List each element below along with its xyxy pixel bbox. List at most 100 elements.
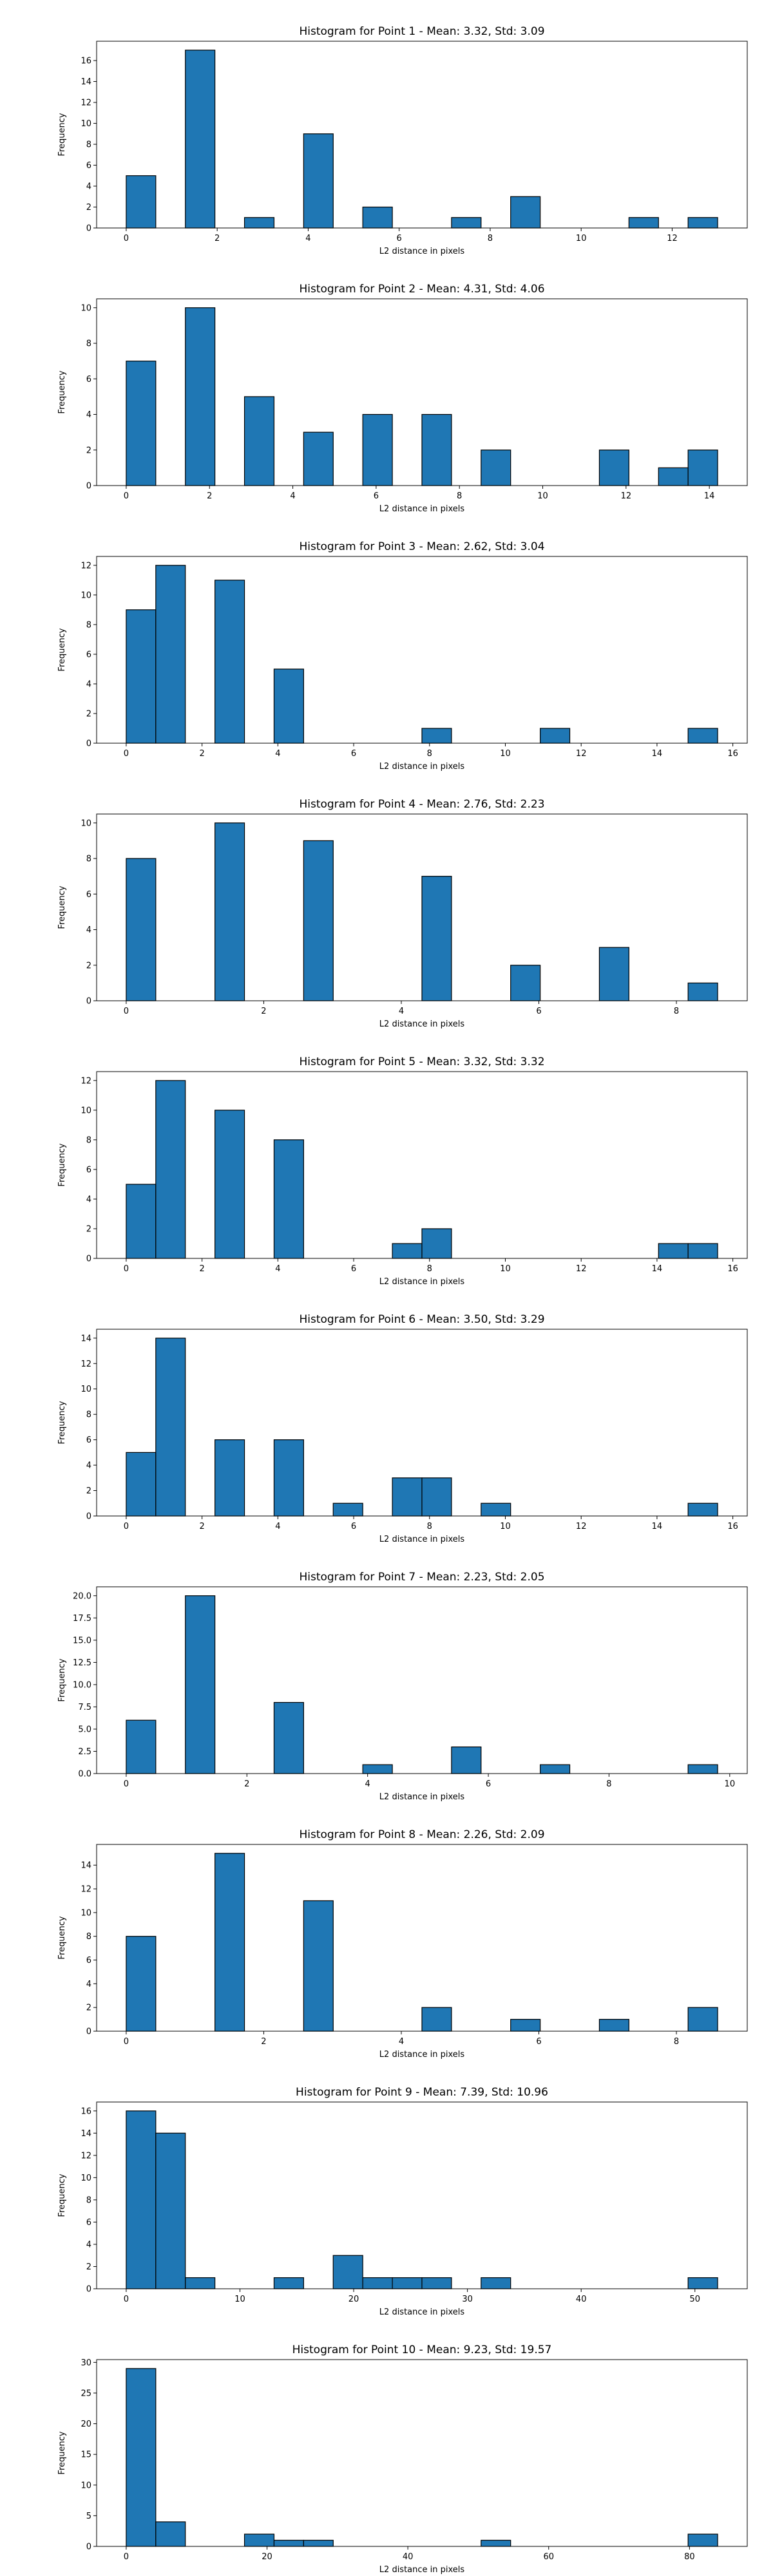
plot-frame: [96, 813, 748, 1001]
histogram-bar: [392, 1243, 423, 1259]
chart-title: Histogram for Point 4 - Mean: 2.76, Std:…: [299, 798, 544, 811]
histogram-bar: [687, 2007, 718, 2032]
histogram-bar: [451, 1746, 482, 1774]
y-tick-label: 4: [86, 2240, 91, 2249]
y-tick-label: 14: [81, 2129, 91, 2139]
histogram-bar: [303, 2539, 334, 2547]
histogram-bar: [273, 668, 304, 744]
x-axis-label: L2 distance in pixels: [379, 1019, 465, 1029]
histogram-chart-10: Histogram for Point 10 - Mean: 9.23, Std…: [57, 2344, 748, 2575]
x-tick-label: 0: [124, 1264, 129, 1274]
y-axis-label: Frequency: [57, 2431, 67, 2474]
x-tick-label: 4: [290, 491, 295, 501]
histogram-bar: [451, 217, 482, 229]
x-tick-label: 2: [199, 1522, 204, 1531]
histogram-bar: [481, 450, 511, 486]
y-tick-label: 10: [81, 591, 91, 600]
histogram-bar: [510, 965, 541, 1001]
histogram-bar: [243, 2533, 275, 2547]
x-tick-label: 8: [674, 1007, 679, 1016]
y-axis-label: Frequency: [57, 370, 67, 413]
x-tick-label: 4: [365, 1779, 370, 1789]
histogram-bar: [243, 396, 275, 486]
y-tick-label: 16: [81, 2107, 91, 2116]
y-tick-label: 15: [81, 2450, 91, 2460]
histogram-bar: [126, 1719, 157, 1774]
histogram-bar: [421, 1228, 452, 1259]
x-axis-label: L2 distance in pixels: [379, 504, 465, 514]
y-tick-label: 4: [86, 1461, 91, 1471]
histogram-bar: [155, 2521, 186, 2547]
histogram-bar: [303, 840, 334, 1001]
histogram-chart-5: Histogram for Point 5 - Mean: 3.32, Std:…: [57, 1056, 748, 1287]
histogram-chart-1: Histogram for Point 1 - Mean: 3.32, Std:…: [57, 25, 748, 256]
x-tick-label: 20: [348, 2295, 359, 2304]
x-tick-label: 16: [727, 749, 738, 759]
y-tick-label: 12: [81, 561, 91, 571]
y-tick-label: 4: [86, 679, 91, 689]
y-tick-label: 12.5: [73, 1658, 91, 1668]
histogram-bar: [185, 307, 216, 486]
histogram-bar: [687, 450, 718, 486]
chart-title: Histogram for Point 3 - Mean: 2.62, Std:…: [299, 540, 544, 553]
histogram-bar: [185, 2277, 216, 2289]
histogram-bar: [540, 1764, 571, 1774]
x-tick-label: 2: [244, 1779, 249, 1789]
y-tick-label: 10: [81, 1106, 91, 1115]
y-tick-label: 0: [86, 739, 91, 749]
x-axis-label: L2 distance in pixels: [379, 247, 465, 256]
x-tick-label: 0: [124, 1007, 129, 1016]
x-tick-label: 12: [576, 749, 587, 759]
x-tick-label: 4: [399, 1007, 404, 1016]
histogram-bar: [510, 2018, 541, 2032]
histogram-bar: [303, 431, 334, 486]
histogram-bar: [273, 2539, 304, 2547]
histogram-bar: [215, 1110, 245, 1259]
y-tick-label: 0: [86, 1512, 91, 1522]
y-tick-label: 5.0: [78, 1725, 91, 1734]
chart-title: Histogram for Point 10 - Mean: 9.23, Std…: [292, 2344, 552, 2356]
y-tick-label: 12: [81, 1885, 91, 1895]
x-tick-label: 14: [704, 491, 715, 501]
chart-title: Histogram for Point 8 - Mean: 2.26, Std:…: [299, 1828, 544, 1841]
histogram-bar: [687, 1502, 718, 1517]
x-tick-label: 0: [124, 2037, 129, 2047]
y-tick-label: 2: [86, 709, 91, 719]
y-tick-label: 14: [81, 1334, 91, 1343]
histogram-bar: [598, 2018, 629, 2032]
x-tick-label: 6: [397, 234, 402, 243]
histogram-bar: [481, 1502, 511, 1517]
y-tick-label: 4: [86, 1980, 91, 1989]
y-tick-label: 25: [81, 2389, 91, 2398]
x-tick-label: 2: [261, 2037, 266, 2047]
histogram-bar: [185, 1595, 216, 1774]
y-tick-label: 6: [86, 375, 91, 384]
y-tick-label: 2: [86, 961, 91, 971]
histogram-bar: [658, 467, 689, 486]
y-tick-label: 2: [86, 446, 91, 455]
histogram-bar: [126, 361, 157, 486]
y-tick-label: 8: [86, 1410, 91, 1420]
x-tick-label: 6: [536, 1007, 541, 1016]
histogram-bar: [362, 2277, 393, 2289]
x-tick-label: 10: [576, 234, 587, 243]
x-tick-label: 0: [124, 2295, 129, 2304]
x-tick-label: 80: [684, 2552, 695, 2562]
y-tick-label: 4: [86, 925, 91, 935]
histogram-bar: [126, 1936, 157, 2032]
x-tick-label: 4: [275, 749, 280, 759]
histogram-bar: [481, 2539, 511, 2547]
x-tick-label: 8: [427, 1264, 432, 1274]
x-axis-label: L2 distance in pixels: [379, 1792, 465, 1802]
y-tick-label: 4: [86, 182, 91, 192]
histogram-bar: [362, 1764, 393, 1774]
histogram-chart-7: Histogram for Point 7 - Mean: 2.23, Std:…: [57, 1571, 748, 1802]
x-tick-label: 6: [351, 749, 356, 759]
histogram-bar: [658, 1243, 689, 1259]
histogram-bar: [421, 413, 452, 486]
y-tick-label: 8: [86, 1932, 91, 1942]
x-tick-label: 10: [500, 1264, 511, 1274]
x-tick-label: 4: [275, 1522, 280, 1531]
y-tick-label: 12: [81, 1076, 91, 1086]
histogram-bar: [155, 1338, 186, 1517]
